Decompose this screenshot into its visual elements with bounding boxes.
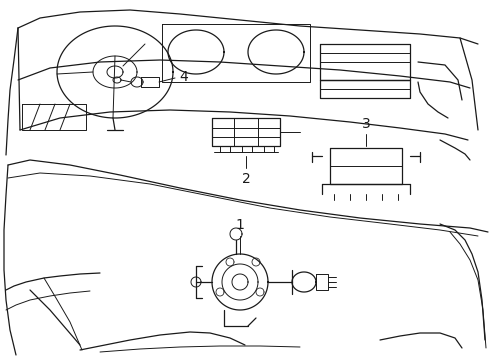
Text: 3: 3 bbox=[362, 117, 370, 131]
Text: 2: 2 bbox=[242, 172, 250, 186]
Text: 4: 4 bbox=[179, 70, 188, 84]
Text: 1: 1 bbox=[236, 218, 245, 232]
